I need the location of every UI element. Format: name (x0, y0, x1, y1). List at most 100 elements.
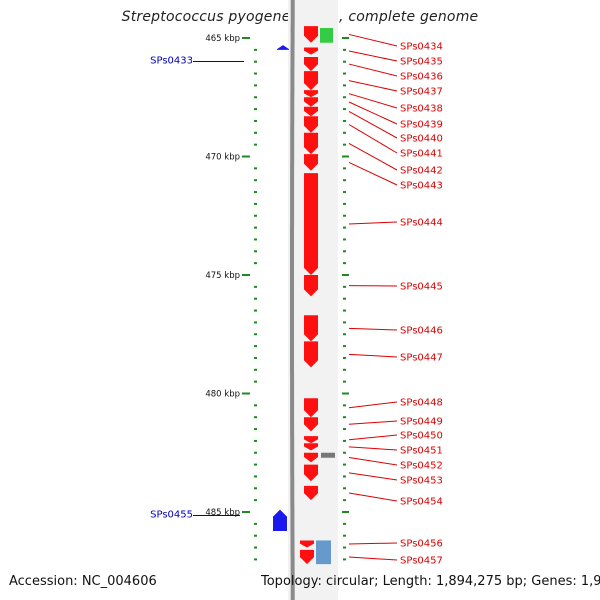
minor-tick-right (343, 214, 346, 217)
minor-tick (254, 428, 257, 431)
minor-tick (254, 84, 257, 87)
gene-arrow-forward (304, 47, 318, 55)
minor-tick-right (343, 439, 346, 442)
gene-arrow-forward (300, 549, 314, 565)
gene-label: SPs0434 (400, 42, 443, 53)
minor-tick (254, 119, 257, 122)
gene-arrow-forward (304, 341, 318, 368)
gene-arrow-reverse (277, 45, 289, 50)
gene-label: SPs0456 (400, 539, 443, 550)
label-leader (348, 353, 398, 358)
label-leader (348, 50, 398, 62)
minor-tick (254, 250, 257, 253)
major-tick (242, 511, 250, 513)
minor-tick-right (343, 226, 346, 229)
minor-tick-right (343, 451, 346, 454)
gene-label: SPs0438 (400, 104, 443, 115)
gene-arrow-forward (304, 26, 318, 43)
minor-tick-right (343, 534, 346, 537)
label-leader (348, 63, 398, 77)
label-leader (348, 434, 398, 441)
major-tick (242, 392, 250, 395)
minor-tick (254, 297, 257, 300)
gene-labels: SPs0434 SPs0435 SPs0436 SPs0437 SPs0438 SPs04… (150, 33, 443, 567)
gene-arrow-forward (304, 97, 318, 107)
misc-feature (316, 540, 331, 565)
minor-tick-right (343, 428, 346, 431)
minor-tick (254, 499, 257, 502)
tick-label: 470 kbp (205, 153, 240, 163)
gene-arrow-forward (304, 116, 318, 133)
gene-label: SPs0448 (400, 398, 443, 409)
minor-tick (254, 546, 257, 549)
label-leader (348, 93, 398, 109)
minor-tick (254, 226, 257, 229)
major-tick-right (342, 511, 349, 513)
minor-tick (254, 191, 257, 194)
minor-tick (254, 345, 257, 348)
label-leader (348, 556, 398, 561)
gene-label: SPs0437 (400, 87, 443, 98)
gene-arrow-forward (300, 540, 314, 548)
gene-arrow-forward (304, 90, 318, 98)
minor-tick (254, 72, 257, 75)
gene-label: SPs0455 (150, 510, 193, 521)
minor-tick (254, 179, 257, 182)
gene-arrow-forward (304, 275, 318, 297)
major-tick (242, 37, 250, 39)
gene-label: SPs0435 (400, 57, 443, 68)
minor-tick-right (343, 356, 346, 359)
label-leader (348, 492, 398, 502)
minor-tick-right (343, 321, 346, 324)
minor-tick-right (343, 238, 346, 241)
minor-tick-right (343, 463, 346, 466)
minor-tick-right (343, 522, 346, 525)
label-leader (348, 111, 398, 139)
minor-tick (254, 368, 257, 371)
other-features (316, 28, 335, 565)
minor-tick-right (343, 143, 346, 146)
minor-tick-right (343, 499, 346, 502)
gene-label: SPs0447 (400, 353, 443, 364)
scale-ticks: 465 kbp 470 kbp 475 kbp 480 kbp 485 kbp (205, 34, 349, 561)
minor-tick-right (343, 404, 346, 407)
label-leader (348, 143, 398, 171)
minor-tick-right (343, 84, 346, 87)
minor-tick-right (343, 333, 346, 336)
minor-tick-right (343, 167, 346, 170)
minor-tick (254, 451, 257, 454)
gene-label: SPs0449 (400, 417, 443, 428)
minor-tick-right (343, 345, 346, 348)
gene-arrow-forward (304, 417, 318, 432)
minor-tick-right (343, 48, 346, 51)
minor-tick (254, 558, 257, 561)
gene-arrow-forward (304, 452, 318, 463)
minor-tick (254, 214, 257, 217)
minor-tick-right (343, 119, 346, 122)
gene-arrow-reverse (273, 509, 287, 531)
major-tick (242, 155, 250, 158)
label-leader (348, 446, 398, 451)
minor-tick (254, 131, 257, 134)
gene-label: SPs0441 (400, 149, 443, 160)
minor-tick (254, 48, 257, 51)
minor-tick (254, 534, 257, 537)
minor-tick (254, 404, 257, 407)
gene-arrow-forward (304, 485, 318, 501)
minor-tick (254, 416, 257, 419)
gene-label: SPs0444 (400, 218, 443, 229)
minor-tick-right (343, 368, 346, 371)
minor-tick (254, 487, 257, 490)
major-tick-right (342, 274, 349, 276)
minor-tick (254, 96, 257, 99)
minor-tick-right (343, 416, 346, 419)
label-leader (348, 33, 398, 47)
minor-tick-right (343, 546, 346, 549)
minor-tick (254, 356, 257, 359)
minor-tick (254, 285, 257, 288)
minor-tick (254, 522, 257, 525)
accession-text: Accession: NC_004606 (9, 574, 157, 589)
minor-tick-right (343, 558, 346, 561)
label-leader (348, 456, 398, 466)
label-leader (348, 80, 398, 92)
